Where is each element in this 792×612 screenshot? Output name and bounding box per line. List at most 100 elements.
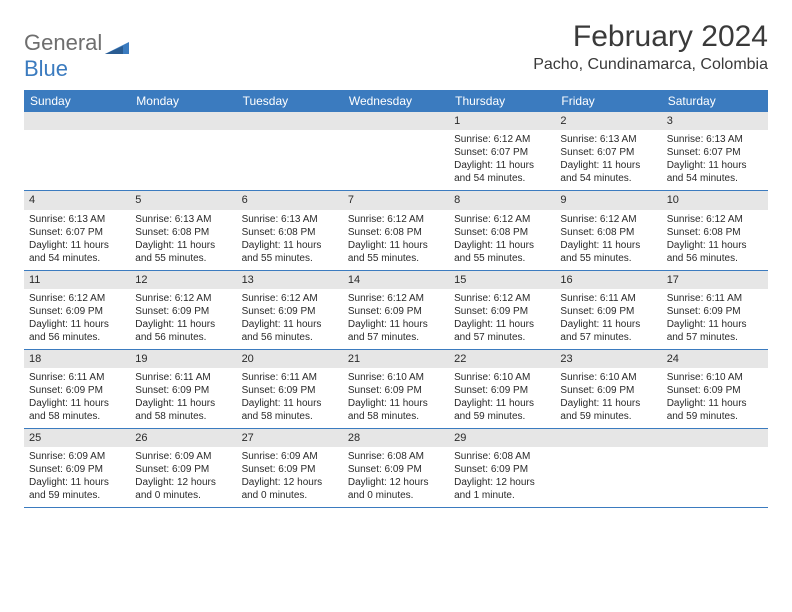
day-cell: 22Sunrise: 6:10 AMSunset: 6:09 PMDayligh… <box>449 350 555 428</box>
day-number: 9 <box>555 191 661 209</box>
day-number-empty <box>343 112 449 130</box>
sunset-text: Sunset: 6:09 PM <box>560 305 656 318</box>
day-body: Sunrise: 6:09 AMSunset: 6:09 PMDaylight:… <box>24 447 130 507</box>
daylight-text: Daylight: 11 hours and 55 minutes. <box>454 239 550 265</box>
day-number: 17 <box>662 271 768 289</box>
day-body: Sunrise: 6:09 AMSunset: 6:09 PMDaylight:… <box>130 447 236 507</box>
day-body: Sunrise: 6:12 AMSunset: 6:08 PMDaylight:… <box>662 210 768 270</box>
day-number: 20 <box>237 350 343 368</box>
sunrise-text: Sunrise: 6:10 AM <box>667 371 763 384</box>
weekday-header: Sunday <box>24 90 130 112</box>
day-number: 2 <box>555 112 661 130</box>
day-cell <box>24 112 130 190</box>
day-cell: 5Sunrise: 6:13 AMSunset: 6:08 PMDaylight… <box>130 191 236 269</box>
day-number: 12 <box>130 271 236 289</box>
day-number: 15 <box>449 271 555 289</box>
day-number: 4 <box>24 191 130 209</box>
sunrise-text: Sunrise: 6:09 AM <box>135 450 231 463</box>
sunset-text: Sunset: 6:09 PM <box>135 463 231 476</box>
day-cell: 21Sunrise: 6:10 AMSunset: 6:09 PMDayligh… <box>343 350 449 428</box>
sunset-text: Sunset: 6:08 PM <box>348 226 444 239</box>
daylight-text: Daylight: 11 hours and 57 minutes. <box>454 318 550 344</box>
day-cell: 2Sunrise: 6:13 AMSunset: 6:07 PMDaylight… <box>555 112 661 190</box>
daylight-text: Daylight: 11 hours and 54 minutes. <box>29 239 125 265</box>
daylight-text: Daylight: 12 hours and 0 minutes. <box>135 476 231 502</box>
sunset-text: Sunset: 6:07 PM <box>29 226 125 239</box>
daylight-text: Daylight: 11 hours and 59 minutes. <box>29 476 125 502</box>
day-body: Sunrise: 6:13 AMSunset: 6:07 PMDaylight:… <box>24 210 130 270</box>
sunrise-text: Sunrise: 6:08 AM <box>348 450 444 463</box>
day-number-empty <box>24 112 130 130</box>
location-subtitle: Pacho, Cundinamarca, Colombia <box>533 56 768 74</box>
day-cell <box>130 112 236 190</box>
month-title: February 2024 <box>533 20 768 54</box>
day-body: Sunrise: 6:11 AMSunset: 6:09 PMDaylight:… <box>130 368 236 428</box>
day-number-empty <box>662 429 768 447</box>
day-body: Sunrise: 6:13 AMSunset: 6:08 PMDaylight:… <box>237 210 343 270</box>
day-cell: 28Sunrise: 6:08 AMSunset: 6:09 PMDayligh… <box>343 429 449 507</box>
daylight-text: Daylight: 11 hours and 59 minutes. <box>667 397 763 423</box>
day-number-empty <box>130 112 236 130</box>
sunset-text: Sunset: 6:08 PM <box>560 226 656 239</box>
day-body: Sunrise: 6:12 AMSunset: 6:08 PMDaylight:… <box>449 210 555 270</box>
sunrise-text: Sunrise: 6:12 AM <box>454 133 550 146</box>
daylight-text: Daylight: 11 hours and 56 minutes. <box>29 318 125 344</box>
day-number: 14 <box>343 271 449 289</box>
sunrise-text: Sunrise: 6:13 AM <box>242 213 338 226</box>
sunset-text: Sunset: 6:09 PM <box>348 305 444 318</box>
day-body: Sunrise: 6:12 AMSunset: 6:09 PMDaylight:… <box>130 289 236 349</box>
day-number: 26 <box>130 429 236 447</box>
day-body: Sunrise: 6:12 AMSunset: 6:09 PMDaylight:… <box>449 289 555 349</box>
daylight-text: Daylight: 11 hours and 56 minutes. <box>242 318 338 344</box>
day-cell <box>237 112 343 190</box>
weekday-header: Tuesday <box>237 90 343 112</box>
day-body: Sunrise: 6:11 AMSunset: 6:09 PMDaylight:… <box>24 368 130 428</box>
day-number: 1 <box>449 112 555 130</box>
sunset-text: Sunset: 6:09 PM <box>29 305 125 318</box>
sunset-text: Sunset: 6:08 PM <box>667 226 763 239</box>
sunset-text: Sunset: 6:09 PM <box>135 384 231 397</box>
day-cell: 1Sunrise: 6:12 AMSunset: 6:07 PMDaylight… <box>449 112 555 190</box>
sunset-text: Sunset: 6:07 PM <box>560 146 656 159</box>
daylight-text: Daylight: 11 hours and 55 minutes. <box>135 239 231 265</box>
sunset-text: Sunset: 6:08 PM <box>454 226 550 239</box>
sunrise-text: Sunrise: 6:09 AM <box>29 450 125 463</box>
day-cell: 12Sunrise: 6:12 AMSunset: 6:09 PMDayligh… <box>130 271 236 349</box>
day-number: 27 <box>237 429 343 447</box>
day-number: 19 <box>130 350 236 368</box>
weekday-header: Friday <box>555 90 661 112</box>
sunset-text: Sunset: 6:09 PM <box>242 463 338 476</box>
day-body: Sunrise: 6:10 AMSunset: 6:09 PMDaylight:… <box>555 368 661 428</box>
sunrise-text: Sunrise: 6:09 AM <box>242 450 338 463</box>
day-cell: 17Sunrise: 6:11 AMSunset: 6:09 PMDayligh… <box>662 271 768 349</box>
day-cell: 8Sunrise: 6:12 AMSunset: 6:08 PMDaylight… <box>449 191 555 269</box>
day-number-empty <box>237 112 343 130</box>
sunset-text: Sunset: 6:09 PM <box>454 384 550 397</box>
daylight-text: Daylight: 11 hours and 55 minutes. <box>560 239 656 265</box>
day-cell: 9 Sunrise: 6:12 AMSunset: 6:08 PMDaylight… <box>555 191 661 269</box>
week-row: 1Sunrise: 6:12 AMSunset: 6:07 PMDaylight… <box>24 112 768 191</box>
day-number: 6 <box>237 191 343 209</box>
sunrise-text: Sunrise: 6:10 AM <box>454 371 550 384</box>
daylight-text: Daylight: 11 hours and 59 minutes. <box>560 397 656 423</box>
sunset-text: Sunset: 6:09 PM <box>667 384 763 397</box>
day-body: Sunrise: 6:13 AMSunset: 6:07 PMDaylight:… <box>555 130 661 190</box>
day-number: 16 <box>555 271 661 289</box>
daylight-text: Daylight: 11 hours and 58 minutes. <box>242 397 338 423</box>
day-cell: 10Sunrise: 6:12 AMSunset: 6:08 PMDayligh… <box>662 191 768 269</box>
day-cell: 20Sunrise: 6:11 AMSunset: 6:09 PMDayligh… <box>237 350 343 428</box>
sunrise-text: Sunrise: 6:12 AM <box>560 213 656 226</box>
day-number: 3 <box>662 112 768 130</box>
sunset-text: Sunset: 6:09 PM <box>242 305 338 318</box>
sunrise-text: Sunrise: 6:12 AM <box>135 292 231 305</box>
day-cell: 18Sunrise: 6:11 AMSunset: 6:09 PMDayligh… <box>24 350 130 428</box>
day-cell: 27Sunrise: 6:09 AMSunset: 6:09 PMDayligh… <box>237 429 343 507</box>
day-cell: 19Sunrise: 6:11 AMSunset: 6:09 PMDayligh… <box>130 350 236 428</box>
day-number: 22 <box>449 350 555 368</box>
logo-text-blue: Blue <box>24 56 68 82</box>
sunrise-text: Sunrise: 6:12 AM <box>667 213 763 226</box>
sunset-text: Sunset: 6:09 PM <box>242 384 338 397</box>
daylight-text: Daylight: 12 hours and 1 minute. <box>454 476 550 502</box>
sunrise-text: Sunrise: 6:12 AM <box>348 292 444 305</box>
day-number: 5 <box>130 191 236 209</box>
